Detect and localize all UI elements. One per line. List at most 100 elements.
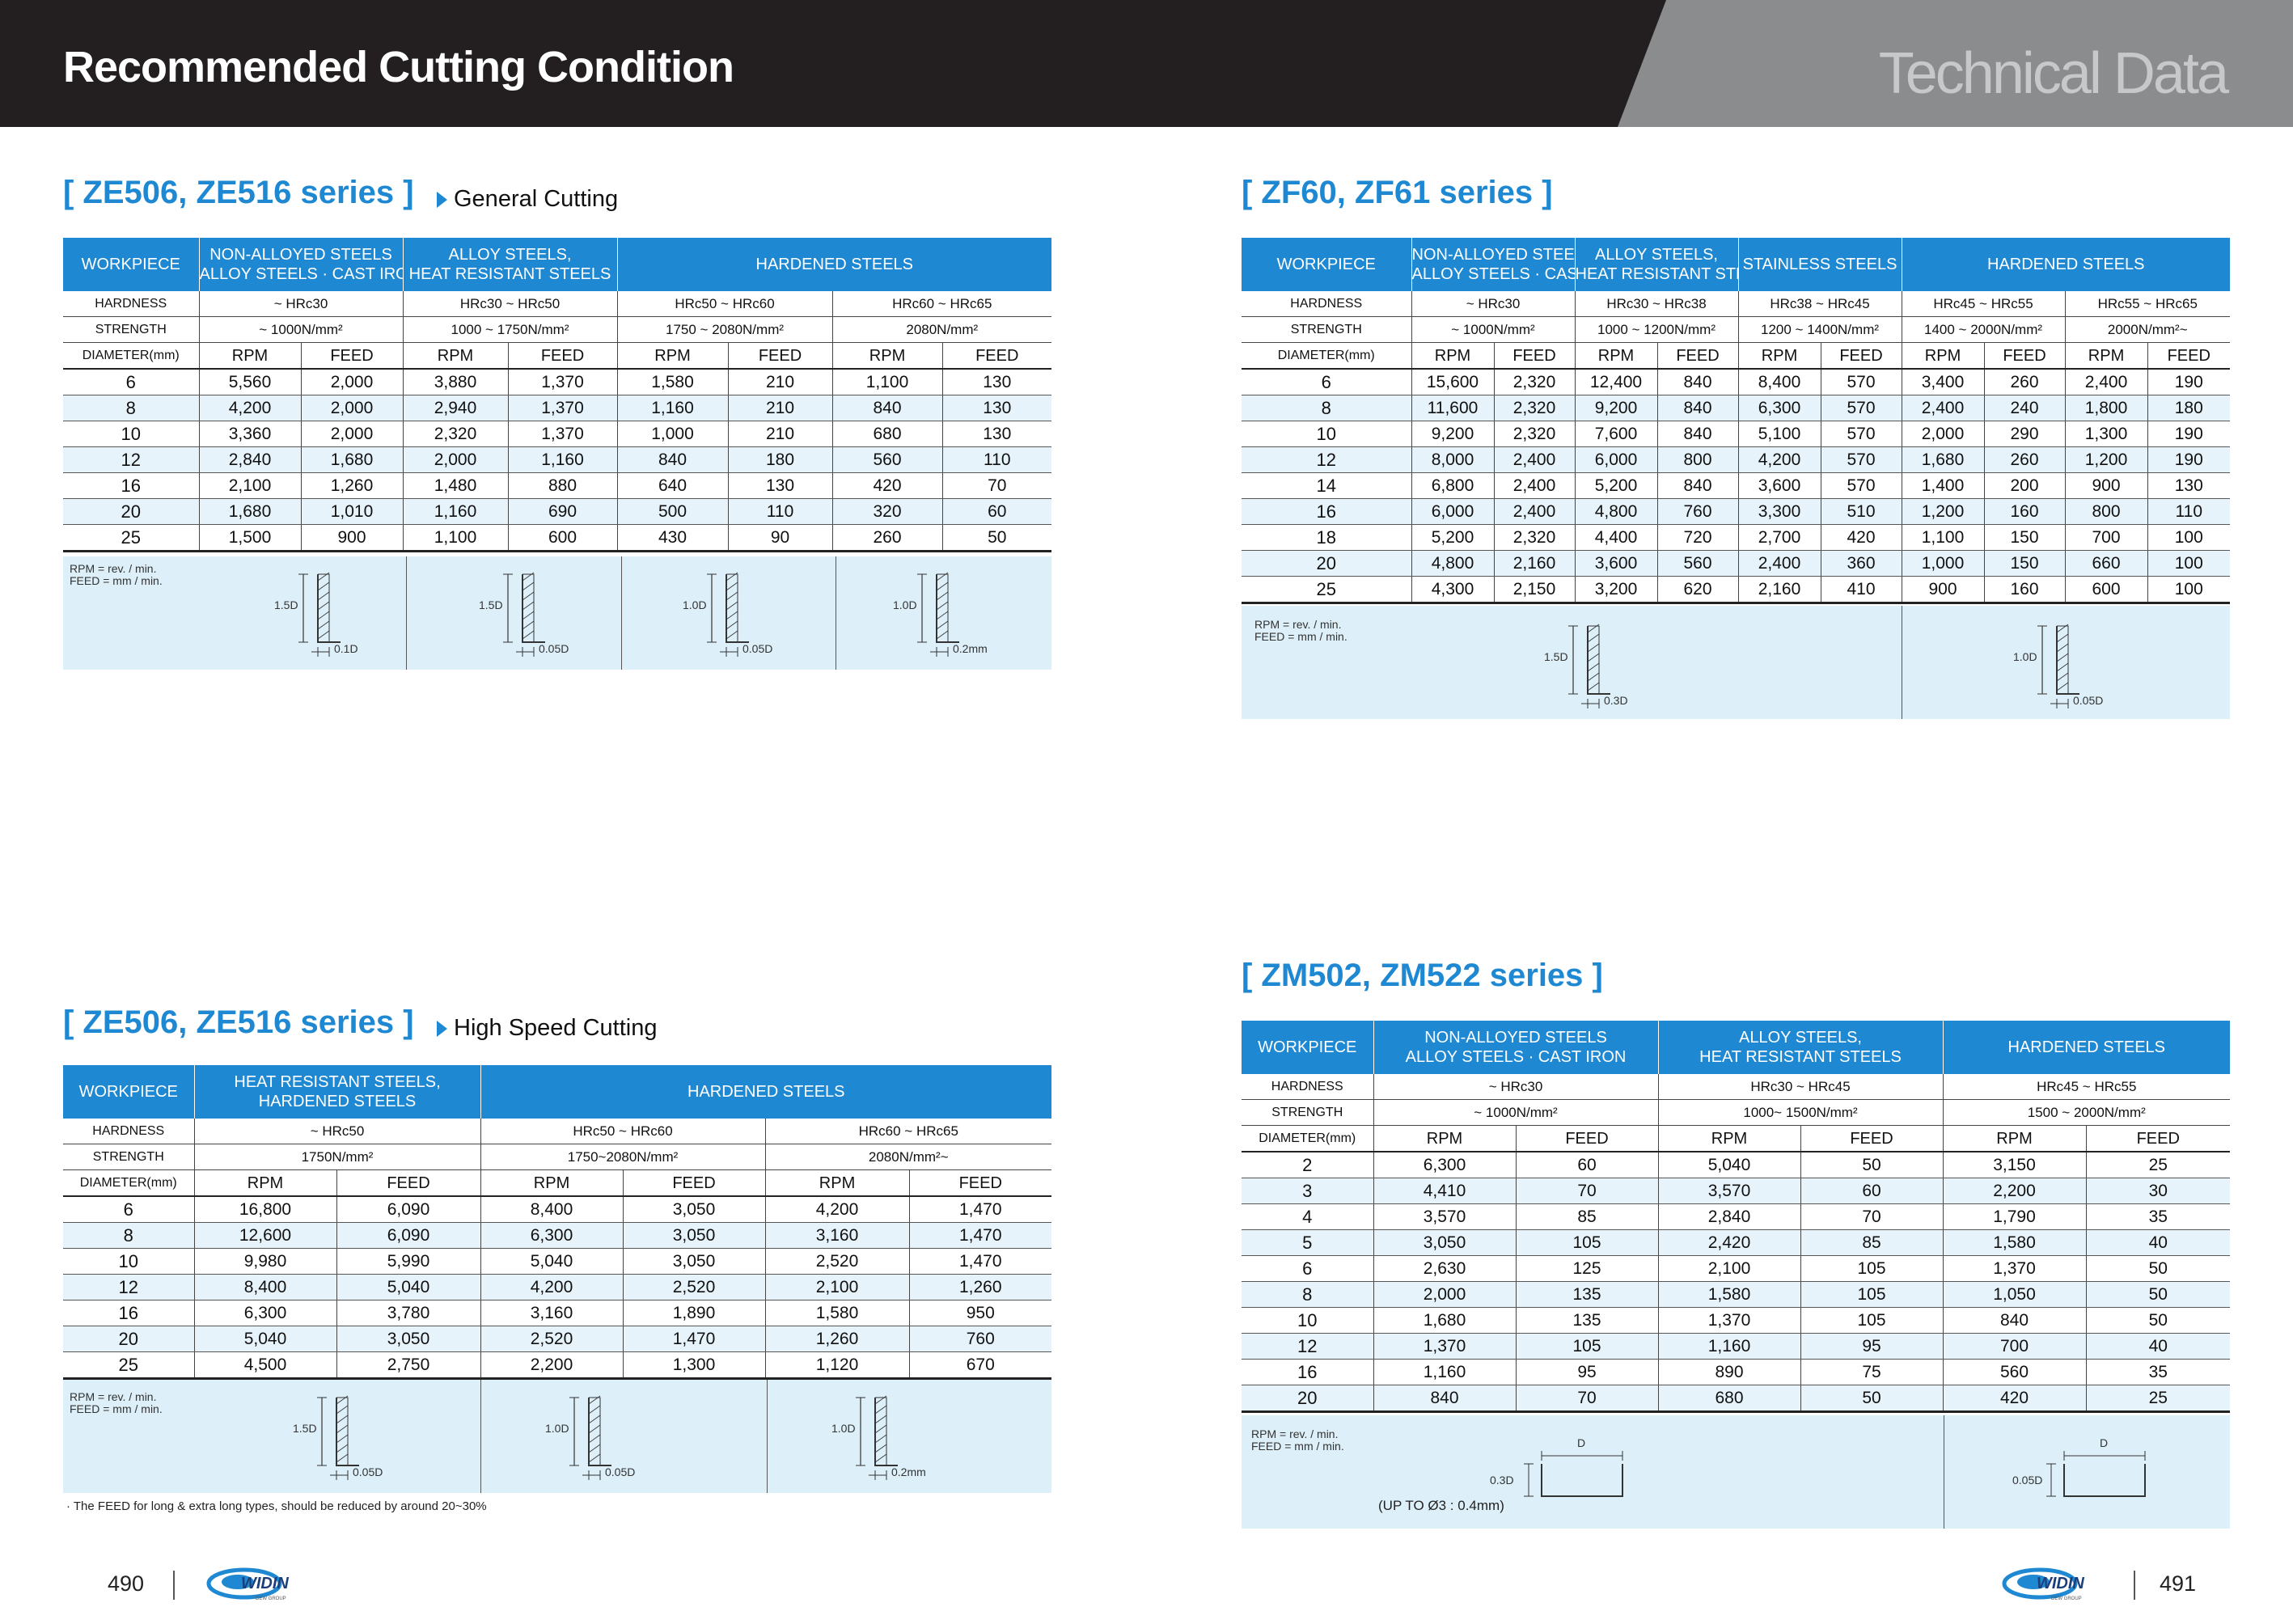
hardness-label: HARDNESS (1242, 291, 1411, 317)
rpm-cell: 2,100 (198, 472, 301, 499)
feed-header: FEED (1800, 1125, 1944, 1152)
slot-depth-diagram-icon (1568, 624, 1610, 708)
rpm-cell: 6,800 (1411, 472, 1494, 499)
rpm-cell: 1,200 (2064, 446, 2148, 473)
rpm-cell: 6,300 (193, 1300, 336, 1326)
feed-cell: 6,090 (336, 1196, 481, 1223)
rpm-cell: 560 (1942, 1359, 2087, 1385)
rpm-cell: 900 (2064, 472, 2148, 499)
strength-value: 1750~2080N/mm² (480, 1144, 766, 1170)
feed-cell: 600 (507, 524, 618, 552)
table-row: 6 5,560 2,000 3,880 1,370 1,580 210 1,100 130 (63, 369, 1052, 395)
table4-notes: RPM = rev. / min. FEED = mm / min. (1242, 1415, 2230, 1529)
diagram-width-label: 0.2mm (891, 1465, 926, 1478)
feed-cell: 1,370 (507, 369, 618, 395)
feed-header: FEED (941, 342, 1052, 370)
page-title: Recommended Cutting Condition (63, 43, 734, 91)
table-row: 8 4,200 2,000 2,940 1,370 1,160 210 840 130 (63, 395, 1052, 421)
diagram-width-label: 0.05D (353, 1465, 383, 1478)
slot-depth-diagram-icon (569, 1395, 611, 1480)
feed-cell: 60 (1800, 1178, 1944, 1204)
rpm-cell: 1,120 (764, 1351, 910, 1380)
feed-header: FEED (622, 1169, 766, 1197)
diameter-cell: 6 (63, 1196, 194, 1223)
rpm-cell: 840 (1942, 1307, 2087, 1334)
pocket-diagram-icon (1524, 1451, 1623, 1497)
hardness-value: ~ HRc30 (198, 291, 403, 317)
column-header-row: DIAMETER(mm) RPM FEED RPM FEED RPM FEED (1242, 1125, 2231, 1152)
feed-cell: 5,040 (336, 1274, 481, 1300)
diameter-cell: 8 (63, 395, 199, 421)
rpm-cell: 1,100 (1901, 524, 1985, 551)
rpm-cell: 1,400 (1901, 472, 1985, 499)
rpm-cell: 3,300 (1737, 498, 1821, 525)
rpm-cell: 8,400 (480, 1196, 624, 1223)
feed-cell: 60 (1515, 1152, 1658, 1178)
rpm-cell: 1,260 (764, 1326, 910, 1352)
svg-text:WIDIN: WIDIN (2037, 1575, 2084, 1592)
diagram-width-label: 0.2mm (953, 642, 988, 655)
rpm-cell: 9,980 (193, 1248, 336, 1275)
rpm-cell: 1,680 (1901, 446, 1985, 473)
feed-cell: 840 (1656, 472, 1739, 499)
feed-header: FEED (1515, 1125, 1658, 1152)
diameter-cell: 16 (1242, 498, 1411, 525)
rpm-header: RPM (402, 342, 508, 370)
strength-value: 1200 ~ 1400N/mm² (1737, 316, 1902, 343)
table2-footnote: · The FEED for long & extra long types, … (66, 1499, 487, 1513)
rpm-cell: 1,160 (616, 395, 729, 421)
table-row: 10 9,980 5,990 5,040 3,050 2,520 1,470 (63, 1248, 1052, 1275)
feed-cell: 1,370 (507, 421, 618, 447)
rpm-cell: 840 (616, 446, 729, 473)
feed-cell: 1,890 (622, 1300, 766, 1326)
rpm-cell: 2,520 (764, 1248, 910, 1275)
header-bar (0, 0, 1666, 127)
diagram-height-label: 1.0D (683, 598, 707, 611)
rpm-cell: 6,000 (1411, 498, 1494, 525)
rpm-header: RPM (1901, 342, 1985, 370)
rpm-cell: 4,200 (198, 395, 301, 421)
material-group-header: HEAT RESISTANT STEELS, HARDENED STEELS (193, 1065, 481, 1119)
rpm-cell: 2,000 (1373, 1281, 1516, 1308)
hardness-value: ~ HRc30 (1411, 291, 1575, 317)
feed-cell: 100 (2147, 576, 2231, 604)
rpm-cell: 840 (1373, 1385, 1516, 1413)
diameter-cell: 25 (1242, 576, 1411, 604)
slot-depth-diagram-icon (317, 1395, 359, 1480)
feed-cell: 105 (1515, 1333, 1658, 1360)
feed-header: FEED (507, 342, 618, 370)
diagram-height-label: 0.3D (1490, 1474, 1514, 1487)
rpm-cell: 7,600 (1574, 421, 1657, 447)
diagram-height-label: 1.0D (2013, 650, 2037, 663)
header-gray-band (1618, 0, 2293, 127)
feed-cell: 105 (1800, 1281, 1944, 1308)
table-row: 10 3,360 2,000 2,320 1,370 1,000 210 680 130 (63, 421, 1052, 447)
feed-header: FEED (1656, 342, 1739, 370)
table-row: 8 11,600 2,320 9,200 840 6,300 570 2,400 240 1,80… (1242, 395, 2231, 421)
diagram-height-label: 1.0D (831, 1422, 856, 1435)
feed-cell: 2,320 (1493, 369, 1575, 395)
hardness-value: HRc38 ~ HRc45 (1737, 291, 1902, 317)
table-row: 8 2,000 135 1,580 105 1,050 50 (1242, 1281, 2231, 1308)
strength-value: 2080N/mm²~ (764, 1144, 1052, 1170)
diameter-cell: 6 (1242, 369, 1411, 395)
hardness-value: HRc50 ~ HRc60 (480, 1119, 766, 1144)
feed-header: FEED (1983, 342, 2066, 370)
feed-cell: 130 (727, 472, 833, 499)
rpm-cell: 6,300 (1373, 1152, 1516, 1178)
diameter-cell: 25 (63, 1351, 194, 1380)
rpm-cell: 5,040 (480, 1248, 624, 1275)
table-row: 14 6,800 2,400 5,200 840 3,600 570 1,400 200 900 1… (1242, 472, 2231, 499)
diameter-cell: 4 (1242, 1203, 1373, 1230)
table-row: 25 4,300 2,150 3,200 620 2,160 410 900 160 600 100 (1242, 576, 2231, 604)
rpm-cell: 420 (831, 472, 943, 499)
feed-cell: 40 (2085, 1333, 2231, 1360)
table-row: 20 1,680 1,010 1,160 690 500 110 320 60 (63, 498, 1052, 525)
feed-cell: 210 (727, 369, 833, 395)
rpm-cell: 2,840 (198, 446, 301, 473)
hardness-value: HRc50 ~ HRc60 (616, 291, 833, 317)
feed-cell: 1,010 (300, 498, 403, 525)
